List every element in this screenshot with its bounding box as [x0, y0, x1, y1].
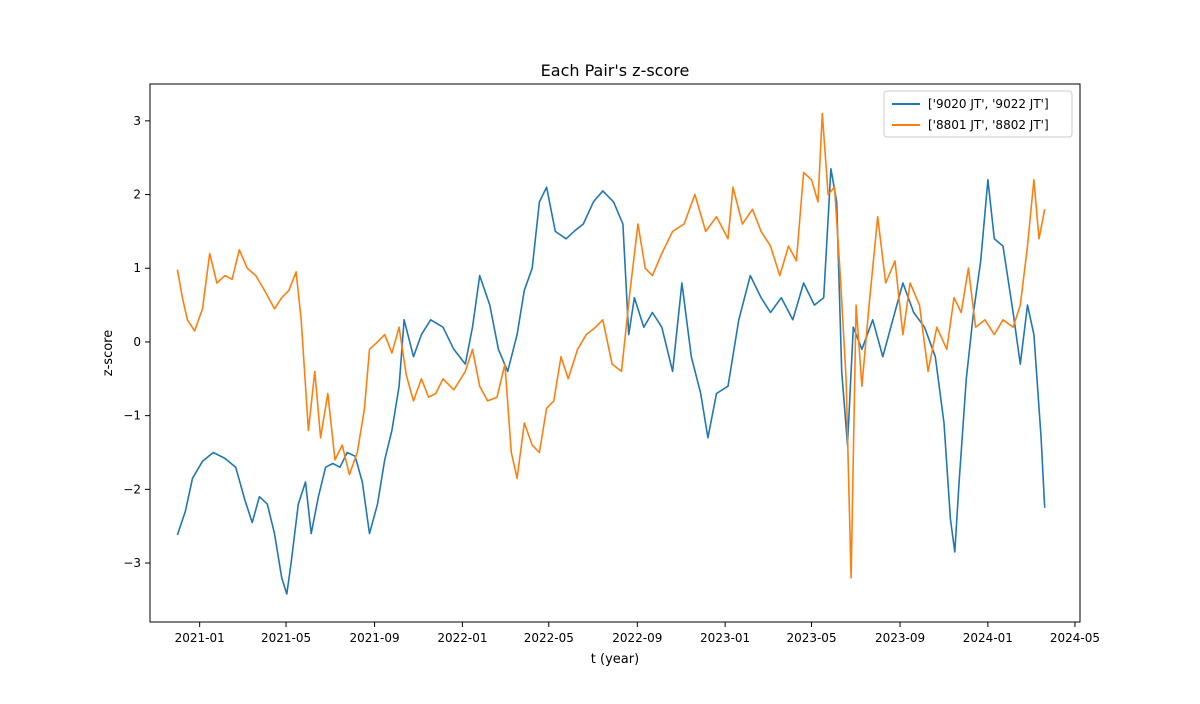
y-tick-label: 1 [133, 261, 141, 275]
legend-label-2: ['8801 JT', '8802 JT'] [928, 118, 1049, 132]
y-tick-label: 0 [133, 335, 141, 349]
series-line-1 [176, 168, 1046, 595]
x-tick-label: 2023-09 [875, 631, 925, 645]
x-tick-label: 2024-05 [1050, 631, 1100, 645]
y-axis-label: z-score [101, 330, 116, 376]
x-tick-label: 2024-01 [963, 631, 1013, 645]
x-tick-label: 2021-09 [350, 631, 400, 645]
x-tick-label: 2022-05 [524, 631, 574, 645]
x-tick-label: 2021-01 [175, 631, 225, 645]
y-tick-label: −2 [123, 482, 141, 496]
legend-box [883, 90, 1073, 138]
y-tick-label: 3 [133, 114, 141, 128]
series-line-2 [176, 112, 1046, 579]
plot-area: 2021-01 2021-05 2021-09 2022-01 2022-05 2022-… [123, 83, 1100, 645]
legend: ['9020 JT', '9022 JT'] ['8801 JT', '8802 … [883, 90, 1073, 138]
x-tick-label: 2022-01 [437, 631, 487, 645]
chart-title: Each Pair's z-score [541, 61, 690, 80]
x-tick-label: 2022-09 [612, 631, 662, 645]
x-tick-label: 2021-05 [261, 631, 311, 645]
y-tick-label: 2 [133, 188, 141, 202]
x-tick-label: 2023-05 [786, 631, 836, 645]
y-tick-label: −1 [123, 409, 141, 423]
y-tick-label: −3 [123, 556, 141, 570]
x-tick-label: 2023-01 [700, 631, 750, 645]
axes-frame [149, 83, 1081, 623]
x-axis-label: t (year) [591, 652, 639, 667]
legend-label-1: ['9020 JT', '9022 JT'] [928, 97, 1049, 111]
